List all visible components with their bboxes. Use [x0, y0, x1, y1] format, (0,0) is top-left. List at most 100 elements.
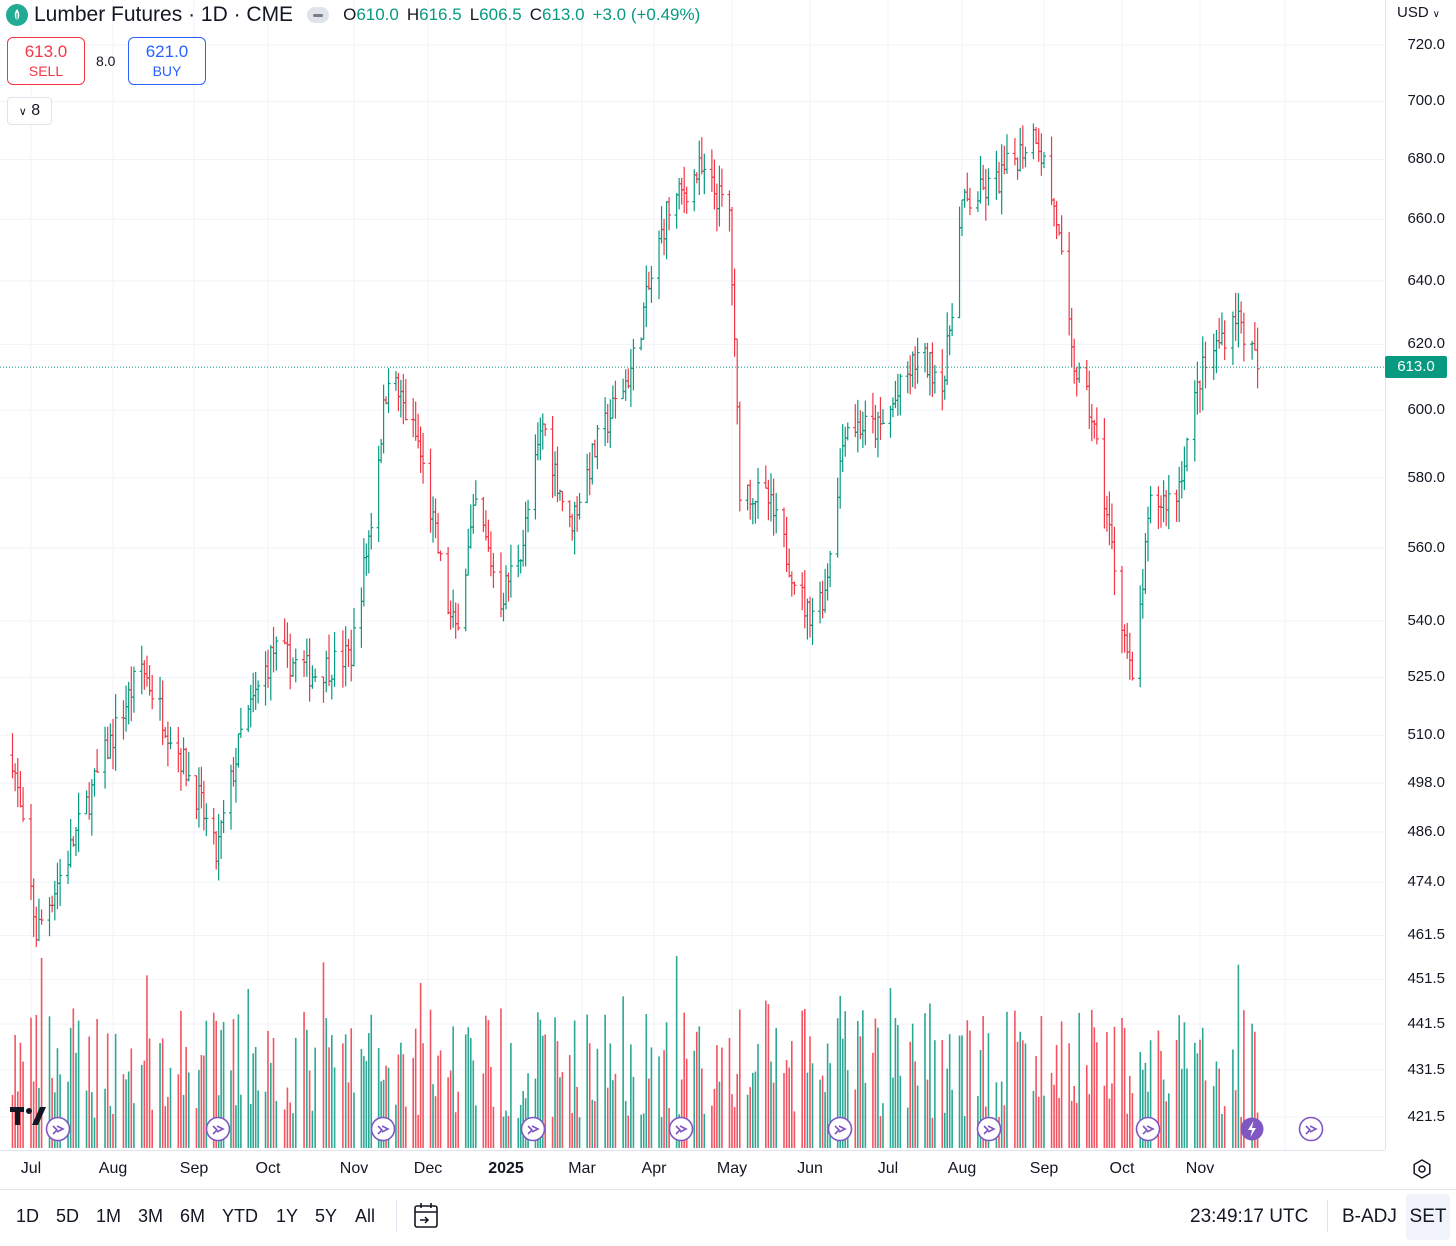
ohlc-low: L606.5 — [469, 5, 522, 24]
volume-bar — [648, 1078, 650, 1148]
range-button-1d[interactable]: 1D — [16, 1206, 40, 1226]
ohlc-bar — [31, 878, 36, 938]
clock[interactable]: 23:49:17 UTC — [1190, 1206, 1309, 1227]
lumber-logo-icon[interactable] — [6, 4, 28, 26]
ohlc-bar — [1023, 146, 1028, 168]
go-to-date-button[interactable] — [412, 1200, 442, 1232]
price-tick-label: 441.5 — [1407, 1015, 1445, 1033]
axis-settings-icon[interactable] — [1410, 1157, 1434, 1181]
volume-bar — [1199, 1039, 1201, 1148]
ohlc-bar — [631, 338, 636, 391]
ohlc-bar — [366, 530, 371, 574]
volume-bar — [59, 1074, 61, 1148]
chevron-down-icon: ∨ — [1432, 9, 1440, 20]
market-status-icon[interactable] — [307, 7, 330, 23]
range-button-5d[interactable]: 5D — [56, 1206, 80, 1226]
ohlc-open: O610.0 — [343, 5, 399, 24]
range-button-6m[interactable]: 6M — [180, 1206, 206, 1226]
buy-button[interactable]: 621.0 BUY — [128, 37, 206, 85]
tradingview-logo-icon[interactable] — [10, 1105, 58, 1129]
volume-bar — [711, 1105, 713, 1148]
ohlc-bar — [1185, 437, 1189, 472]
volume-bar — [693, 1050, 696, 1148]
currency-selector[interactable]: USD ∨ — [1393, 2, 1444, 23]
chart-pane[interactable] — [0, 0, 1385, 1150]
volume-bar — [537, 1012, 539, 1148]
volume-bar — [482, 1073, 485, 1148]
range-button-1m[interactable]: 1M — [96, 1206, 122, 1226]
ohlc-bar — [957, 206, 962, 319]
event-dividend-icon[interactable] — [827, 1116, 853, 1142]
session-toggle[interactable]: SET — [1406, 1194, 1450, 1240]
ohlc-bar — [784, 516, 789, 573]
price-tick-label: 560.0 — [1407, 539, 1445, 557]
ohlc-bar — [1104, 495, 1109, 532]
volume-bar — [1157, 1030, 1160, 1148]
volume-bar — [1050, 1072, 1053, 1148]
last-price-label: 613.0 — [1385, 356, 1447, 379]
ohlc-bar — [533, 434, 538, 520]
ohlc-bar — [142, 660, 147, 690]
volume-bar — [571, 1113, 573, 1148]
event-dividend-icon[interactable] — [1135, 1116, 1161, 1142]
event-dividend-icon[interactable] — [976, 1116, 1002, 1142]
ohlc-bar — [184, 747, 189, 787]
ohlc-bar — [13, 763, 18, 792]
range-button-ytd[interactable]: YTD — [222, 1206, 258, 1226]
volume-bar — [517, 1117, 520, 1148]
event-dividend-icon[interactable] — [45, 1116, 71, 1142]
event-dividend-icon[interactable] — [668, 1116, 694, 1142]
ohlc-bar — [1072, 338, 1077, 384]
volume-bar — [1160, 1050, 1162, 1148]
ohlc-bar — [1182, 446, 1187, 491]
ohlc-bar — [18, 770, 23, 808]
volume-bar — [906, 1107, 909, 1148]
volume-bar — [333, 1067, 336, 1148]
ohlc-bar — [471, 493, 476, 534]
volume-bar — [1131, 1093, 1134, 1148]
ohlc-bar — [396, 372, 401, 412]
ohlc-bar — [1230, 311, 1235, 366]
volume-bar — [660, 1117, 663, 1148]
event-dividend-icon[interactable] — [520, 1116, 546, 1142]
volume-bar — [275, 1100, 278, 1148]
event-dividend-icon[interactable] — [1298, 1116, 1324, 1142]
adjustment-toggle[interactable]: B-ADJ — [1342, 1206, 1397, 1227]
price-scale[interactable]: 720.0 700.0 680.0 660.0 640.0 620.0 600.0 580.0… — [1385, 0, 1456, 1150]
ohlc-bar — [1159, 495, 1163, 528]
indicators-toggle-button[interactable]: ∨ 8 — [7, 97, 52, 125]
volume-bar — [200, 1055, 203, 1148]
symbol-title[interactable]: Lumber Futures · 1D · CME — [34, 3, 294, 26]
volume-bar — [958, 1035, 961, 1148]
ohlc-bar — [585, 453, 590, 504]
volume-bar — [185, 1046, 187, 1148]
volume-bar — [1078, 1012, 1081, 1148]
ohlc-bar — [1233, 292, 1238, 341]
volume-bar — [924, 1013, 926, 1148]
ohlc-bar — [288, 633, 293, 690]
range-button-5y[interactable]: 5Y — [315, 1206, 338, 1226]
volume-bar — [892, 1077, 894, 1148]
ohlc-bar — [898, 373, 903, 416]
ohlc-bar — [915, 337, 920, 384]
event-flash-icon[interactable] — [1239, 1116, 1265, 1142]
sell-button[interactable]: 613.0 SELL — [7, 37, 85, 85]
range-button-1y[interactable]: 1Y — [276, 1206, 299, 1226]
time-axis[interactable]: Jul Aug Sep Oct Nov Dec 2025 Mar Apr May Jun Jul Aug… — [0, 1150, 1385, 1189]
volume-bar — [1019, 1031, 1021, 1148]
volume-bar — [1204, 1080, 1207, 1148]
price-tick-label: 680.0 — [1407, 150, 1445, 168]
price-chart[interactable] — [0, 0, 1385, 1150]
volume-bar — [385, 1065, 387, 1148]
range-button-all[interactable]: All — [355, 1206, 376, 1226]
volume-bar — [788, 1067, 790, 1148]
ohlc-bar — [945, 312, 950, 386]
volume-bar — [911, 1023, 914, 1148]
volume-bar — [449, 1070, 452, 1148]
volume-bar — [977, 1096, 979, 1148]
range-button-3m[interactable]: 3M — [138, 1206, 164, 1226]
event-dividend-icon[interactable] — [370, 1116, 396, 1142]
ohlc-bar — [763, 465, 768, 489]
volume-bar — [770, 1061, 772, 1148]
event-dividend-icon[interactable] — [205, 1116, 231, 1142]
